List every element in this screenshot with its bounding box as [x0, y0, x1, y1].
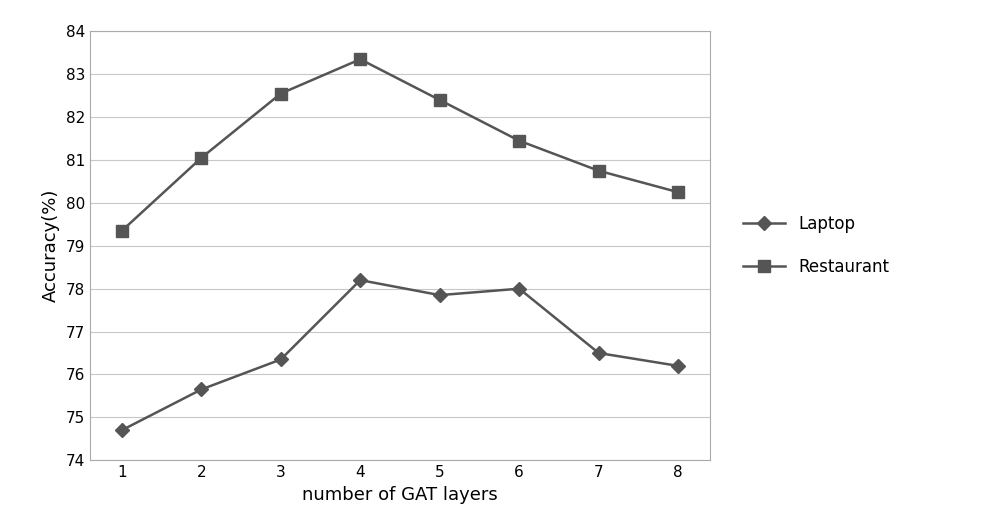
Laptop [672, 363, 684, 369]
Restaurant [593, 168, 605, 174]
Restaurant [434, 97, 446, 103]
Laptop [116, 427, 128, 434]
Restaurant [195, 155, 207, 161]
X-axis label: number of GAT layers: number of GAT layers [302, 486, 498, 504]
Restaurant [513, 138, 525, 144]
Laptop [354, 277, 366, 283]
Restaurant [672, 189, 684, 195]
Laptop [275, 356, 287, 362]
Line: Laptop: Laptop [117, 275, 683, 435]
Legend: Laptop, Restaurant: Laptop, Restaurant [743, 215, 889, 276]
Line: Restaurant: Restaurant [116, 54, 684, 236]
Laptop [513, 286, 525, 292]
Laptop [593, 350, 605, 356]
Restaurant [354, 56, 366, 62]
Restaurant [116, 228, 128, 234]
Laptop [434, 292, 446, 298]
Laptop [195, 386, 207, 393]
Restaurant [275, 90, 287, 97]
Y-axis label: Accuracy(%): Accuracy(%) [42, 189, 60, 302]
